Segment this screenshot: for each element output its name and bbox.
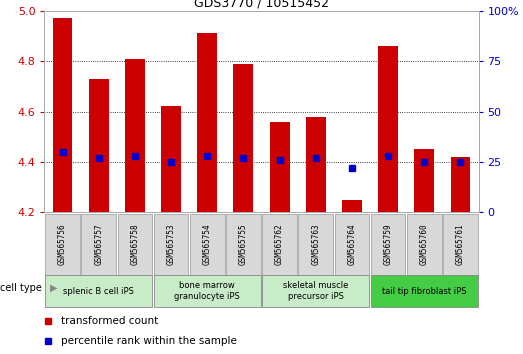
Bar bbox=[125, 58, 145, 212]
Bar bbox=[161, 107, 181, 212]
FancyBboxPatch shape bbox=[371, 275, 478, 307]
Text: splenic B cell iPS: splenic B cell iPS bbox=[63, 287, 134, 296]
FancyBboxPatch shape bbox=[82, 214, 116, 275]
Text: cell type: cell type bbox=[0, 282, 42, 293]
Text: ▶: ▶ bbox=[50, 282, 57, 293]
FancyBboxPatch shape bbox=[443, 214, 478, 275]
Text: GSM565759: GSM565759 bbox=[383, 223, 393, 265]
Title: GDS3770 / 10515452: GDS3770 / 10515452 bbox=[194, 0, 329, 10]
FancyBboxPatch shape bbox=[154, 214, 188, 275]
FancyBboxPatch shape bbox=[190, 214, 224, 275]
Text: GSM565756: GSM565756 bbox=[58, 223, 67, 265]
Bar bbox=[414, 149, 434, 212]
Text: GSM565753: GSM565753 bbox=[166, 223, 176, 265]
Text: percentile rank within the sample: percentile rank within the sample bbox=[61, 336, 237, 346]
Bar bbox=[342, 200, 362, 212]
FancyBboxPatch shape bbox=[45, 275, 152, 307]
Text: transformed count: transformed count bbox=[61, 316, 158, 326]
Text: GSM565764: GSM565764 bbox=[347, 223, 357, 265]
Text: GSM565763: GSM565763 bbox=[311, 223, 320, 265]
FancyBboxPatch shape bbox=[371, 214, 405, 275]
Text: skeletal muscle
precursor iPS: skeletal muscle precursor iPS bbox=[283, 281, 348, 301]
Text: GSM565755: GSM565755 bbox=[239, 223, 248, 265]
Bar bbox=[89, 79, 109, 212]
FancyBboxPatch shape bbox=[45, 214, 80, 275]
Bar bbox=[233, 64, 253, 212]
Bar bbox=[270, 122, 290, 212]
FancyBboxPatch shape bbox=[118, 214, 152, 275]
Bar bbox=[450, 157, 470, 212]
Text: GSM565757: GSM565757 bbox=[94, 223, 103, 265]
Bar bbox=[378, 46, 398, 212]
Text: GSM565761: GSM565761 bbox=[456, 223, 465, 265]
Text: GSM565758: GSM565758 bbox=[130, 223, 140, 265]
FancyBboxPatch shape bbox=[299, 214, 333, 275]
FancyBboxPatch shape bbox=[154, 275, 261, 307]
Text: GSM565762: GSM565762 bbox=[275, 223, 284, 265]
FancyBboxPatch shape bbox=[262, 275, 369, 307]
FancyBboxPatch shape bbox=[407, 214, 441, 275]
Bar bbox=[197, 33, 217, 212]
Text: GSM565754: GSM565754 bbox=[203, 223, 212, 265]
Bar bbox=[53, 18, 73, 212]
Bar bbox=[306, 116, 326, 212]
FancyBboxPatch shape bbox=[226, 214, 261, 275]
FancyBboxPatch shape bbox=[335, 214, 369, 275]
Text: GSM565760: GSM565760 bbox=[420, 223, 429, 265]
FancyBboxPatch shape bbox=[262, 214, 297, 275]
Text: tail tip fibroblast iPS: tail tip fibroblast iPS bbox=[382, 287, 467, 296]
Text: bone marrow
granulocyte iPS: bone marrow granulocyte iPS bbox=[174, 281, 240, 301]
